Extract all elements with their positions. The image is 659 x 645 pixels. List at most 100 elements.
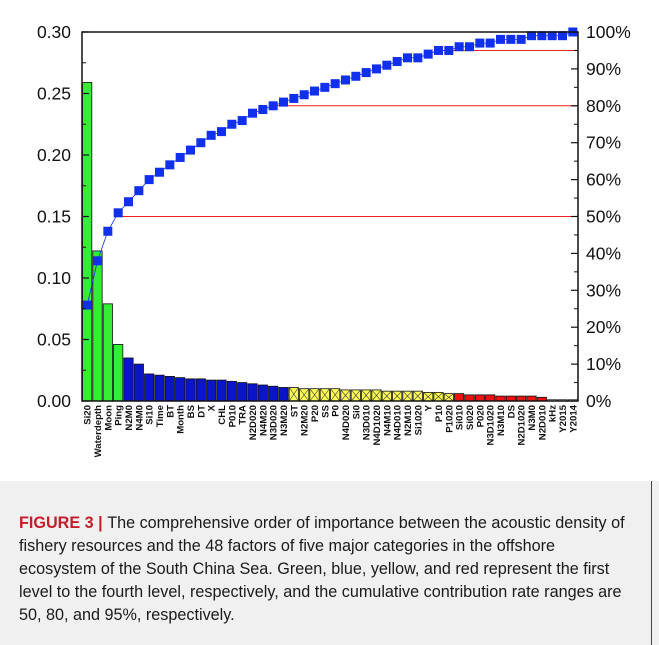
category-label-ss: SS (320, 404, 331, 417)
cumulative-point-y (423, 49, 433, 59)
bar-month (175, 377, 186, 402)
category-label-ds: DS (506, 404, 517, 418)
cumulative-point-st (289, 93, 299, 103)
cumulative-point-n2d1020 (516, 34, 526, 44)
bar-n2m20-hatch-b (299, 388, 310, 402)
category-label-y: Y (424, 404, 435, 411)
right-tick-label-10: 100% (586, 22, 631, 42)
bar-x (206, 379, 217, 402)
category-label-dt: DT (196, 405, 207, 418)
pareto-chart: 0.00 0.05 0.10 0.15 0.20 0.25 0.30 0% 10% 20% 30% 4… (36, 22, 631, 458)
figure-caption: FIGURE 3 | The comprehensive order of im… (0, 481, 659, 645)
bar-si10 (144, 373, 155, 402)
category-label-si0: Si0 (351, 405, 362, 419)
cumulative-point-si010 (454, 42, 464, 52)
cumulative-point-si10 (144, 175, 154, 185)
cumulative-point-p20 (310, 86, 319, 96)
right-tick-label-5: 50% (586, 207, 621, 227)
bar-si0-hatch-b (350, 389, 361, 402)
cumulative-point-ss (320, 82, 330, 92)
left-tick-label-0.30: 0.30 (37, 22, 71, 42)
category-label-si1020: Si1020 (413, 405, 424, 435)
left-tick-label-0.10: 0.10 (37, 268, 71, 288)
bar-p20-hatch-b (309, 388, 320, 402)
category-label-p20: P20 (310, 405, 321, 422)
caption-frame: FIGURE 3 | The comprehensive order of im… (0, 481, 652, 645)
cumulative-point-n3m0 (527, 31, 536, 41)
cumulative-point-chl (217, 127, 226, 137)
category-label-p0: P0 (331, 405, 342, 417)
bar-p10-hatch-b (433, 392, 444, 402)
bar-n4m20 (257, 384, 268, 402)
caption-body: The comprehensive order of importance be… (19, 514, 625, 624)
cumulative-point-dt (196, 138, 206, 148)
cumulative-point-n3m20 (279, 97, 288, 107)
category-label-n4d020: N4D020 (341, 405, 352, 440)
category-label-waterdepth: Waterdepth (93, 405, 104, 458)
cumulative-point-n4m20 (258, 104, 268, 114)
category-label-month: Month (176, 405, 187, 434)
category-label-p10: P10 (434, 405, 445, 422)
cumulative-point-p0 (330, 79, 340, 89)
bar-n3d1020 (485, 394, 496, 402)
category-label-n4m0: N4M0 (134, 405, 145, 431)
category-label-x: X (207, 404, 218, 411)
caption-label: FIGURE 3 (19, 514, 94, 532)
category-label-chl: CHL (217, 405, 228, 425)
left-tick-label-0.15: 0.15 (37, 207, 71, 227)
bar-n2m10-hatch-b (402, 390, 413, 402)
right-tick-label-8: 80% (586, 96, 621, 116)
category-label-n3m10: N3M10 (496, 405, 507, 436)
cumulative-point-n4d020 (341, 75, 350, 85)
cumulative-point-n2d010 (537, 31, 547, 41)
cumulative-point-tra (237, 116, 247, 126)
cumulative-point-n4d010 (392, 57, 402, 67)
bar-si1020-hatch-b (412, 390, 423, 402)
bar-chl (216, 379, 227, 402)
bar-n4d020-hatch-b (340, 389, 351, 402)
cumulative-point-y2015 (558, 31, 567, 41)
category-label-n2m0: N2M0 (124, 405, 135, 431)
bar-dt (195, 378, 206, 402)
cumulative-point-p1020 (444, 45, 454, 55)
bar-y-hatch-b (423, 392, 434, 402)
cumulative-point-n4d1020 (372, 64, 381, 74)
category-label-ping: Ping (114, 405, 125, 426)
right-tick-label-7: 70% (586, 133, 621, 153)
cumulative-point-n2d020 (248, 108, 257, 118)
cumulative-point-bs (186, 145, 195, 155)
bar-bs (185, 378, 196, 402)
bar-st-hatch-b (288, 387, 299, 402)
cumulative-point-si1020 (413, 53, 423, 63)
category-label-n3d020: N3D020 (269, 405, 280, 440)
bar-ping (113, 344, 124, 402)
category-label-n4m20: N4M20 (258, 405, 269, 436)
category-label-moon: Moon (103, 405, 114, 431)
bar-n4m10-hatch-b (381, 390, 392, 402)
cumulative-point-p10 (434, 45, 443, 55)
caption-separator: | (93, 514, 108, 532)
right-tick-label-0: 0% (586, 391, 611, 411)
bar-n3m20 (278, 387, 289, 402)
cumulative-point-n2m20 (299, 90, 309, 100)
category-label-st: ST (289, 405, 300, 417)
category-label-si10: Si10 (145, 405, 156, 425)
caption-text: FIGURE 3 | The comprehensive order of im… (19, 512, 633, 627)
bar-n4d1020-hatch-b (371, 389, 382, 402)
cumulative-point-time (155, 167, 164, 177)
category-label-n4d010: N4D010 (393, 405, 404, 440)
cumulative-point-si020 (465, 42, 474, 52)
bar-p0-hatch-b (330, 388, 341, 402)
bar-n4d010-hatch-b (392, 390, 403, 402)
cumulative-point-ping (113, 208, 123, 218)
category-label-si20: Si20 (83, 405, 94, 425)
category-label-n2d1020: N2D1020 (517, 405, 528, 446)
category-label-p1020: P1020 (444, 405, 455, 433)
left-tick-label-0.00: 0.00 (37, 391, 71, 411)
right-tick-label-6: 60% (586, 170, 621, 190)
bar-n3d020 (268, 385, 279, 402)
right-tick-label-1: 10% (586, 354, 621, 374)
category-label-n3m0: N3M0 (527, 405, 538, 431)
bar-si20 (82, 82, 93, 402)
left-tick-label-0.20: 0.20 (37, 145, 71, 165)
